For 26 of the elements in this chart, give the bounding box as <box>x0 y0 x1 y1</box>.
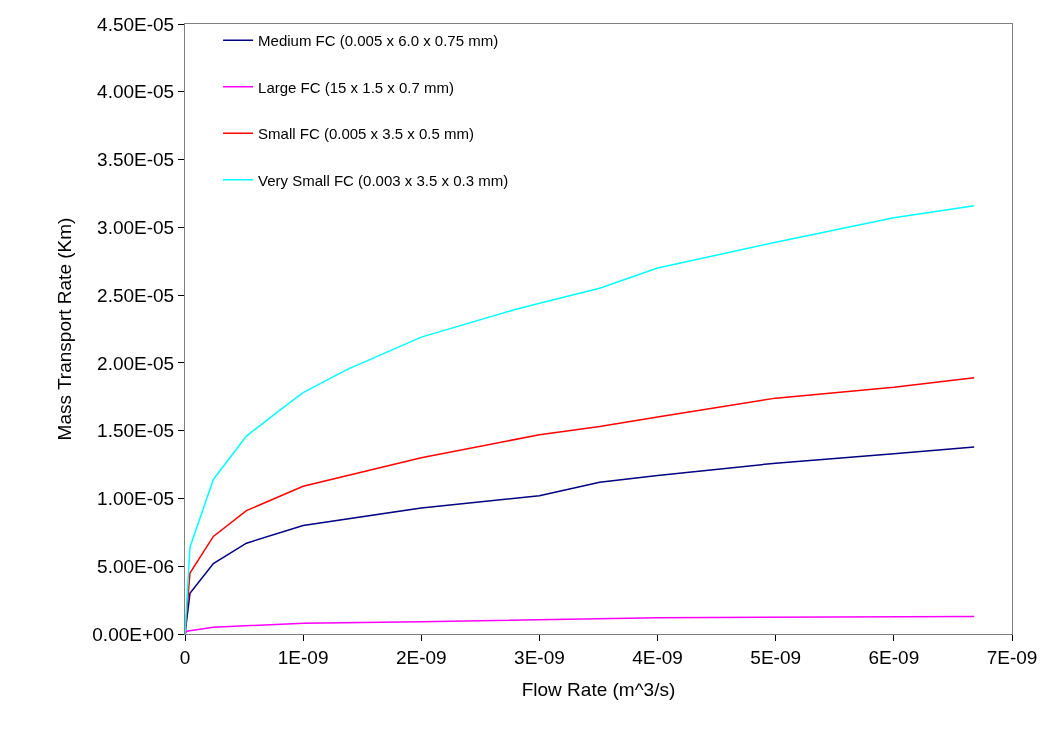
y-tick-label: 5.00E-06 <box>97 555 175 577</box>
y-axis-title: Mass Transport Rate (Km) <box>54 217 76 441</box>
x-tick-label: 2E-09 <box>395 646 447 668</box>
x-tick-label: 1E-09 <box>277 646 329 668</box>
x-tick-label: 3E-09 <box>514 646 565 668</box>
y-tick-label: 3.00E-05 <box>97 216 175 238</box>
y-tick-label: 4.50E-05 <box>97 13 175 35</box>
y-tick-label: 2.00E-05 <box>97 352 175 374</box>
x-tick-label: 5E-09 <box>750 646 802 668</box>
x-axis-title: Flow Rate (m^3/s) <box>521 678 676 700</box>
x-tick-label: 4E-09 <box>632 646 683 668</box>
x-tick-label: 0 <box>179 646 191 668</box>
legend-label: Large FC (15 x 1.5 x 0.7 mm) <box>258 78 454 96</box>
x-tick-label: 7E-09 <box>986 646 1038 668</box>
legend-label: Small FC (0.005 x 3.5 x 0.5 mm) <box>258 125 474 143</box>
x-tick-label: 6E-09 <box>868 646 920 668</box>
line-series <box>185 204 975 634</box>
legend-label: Very Small FC (0.003 x 3.5 x 0.3 mm) <box>258 171 509 189</box>
legend-label: Medium FC (0.005 x 6.0 x 0.75 mm) <box>258 32 499 50</box>
y-tick-label: 4.00E-05 <box>97 81 175 103</box>
y-tick-label: 1.00E-05 <box>97 488 175 510</box>
y-tick-label: 3.50E-05 <box>97 149 175 171</box>
line-series <box>185 615 975 634</box>
y-tick-label: 0.00E+00 <box>92 623 175 645</box>
y-tick-label: 2.50E-05 <box>97 284 175 306</box>
y-tick-label: 1.50E-05 <box>97 420 175 442</box>
